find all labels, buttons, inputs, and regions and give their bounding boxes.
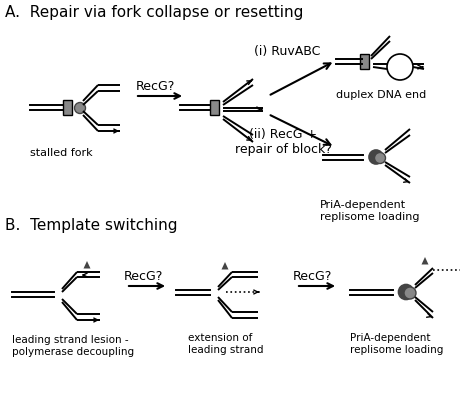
Polygon shape <box>83 261 91 269</box>
Polygon shape <box>421 257 428 265</box>
Text: (ii) RecG +
repair of block?: (ii) RecG + repair of block? <box>235 128 331 155</box>
Text: stalled fork: stalled fork <box>30 148 92 157</box>
Text: RecG?: RecG? <box>292 270 332 282</box>
Bar <box>361 54 370 70</box>
Text: (i) RuvABC: (i) RuvABC <box>254 45 320 58</box>
Circle shape <box>404 287 416 299</box>
Text: extension of
leading strand: extension of leading strand <box>188 332 264 354</box>
Circle shape <box>74 103 85 114</box>
Text: duplex DNA end: duplex DNA end <box>336 90 426 100</box>
Text: PriA-dependent
replisome loading: PriA-dependent replisome loading <box>350 332 443 354</box>
Bar <box>63 100 72 115</box>
Text: RecG?: RecG? <box>135 80 175 93</box>
Circle shape <box>399 285 413 300</box>
Polygon shape <box>221 262 228 270</box>
Text: A.  Repair via fork collapse or resetting: A. Repair via fork collapse or resetting <box>5 5 303 20</box>
Text: leading strand lesion -
polymerase decoupling: leading strand lesion - polymerase decou… <box>12 334 134 356</box>
Circle shape <box>369 151 383 164</box>
Text: RecG?: RecG? <box>123 270 163 282</box>
Text: B.  Template switching: B. Template switching <box>5 218 177 232</box>
Text: PriA-dependent
replisome loading: PriA-dependent replisome loading <box>320 200 419 221</box>
Bar <box>210 100 219 115</box>
Circle shape <box>374 153 385 164</box>
